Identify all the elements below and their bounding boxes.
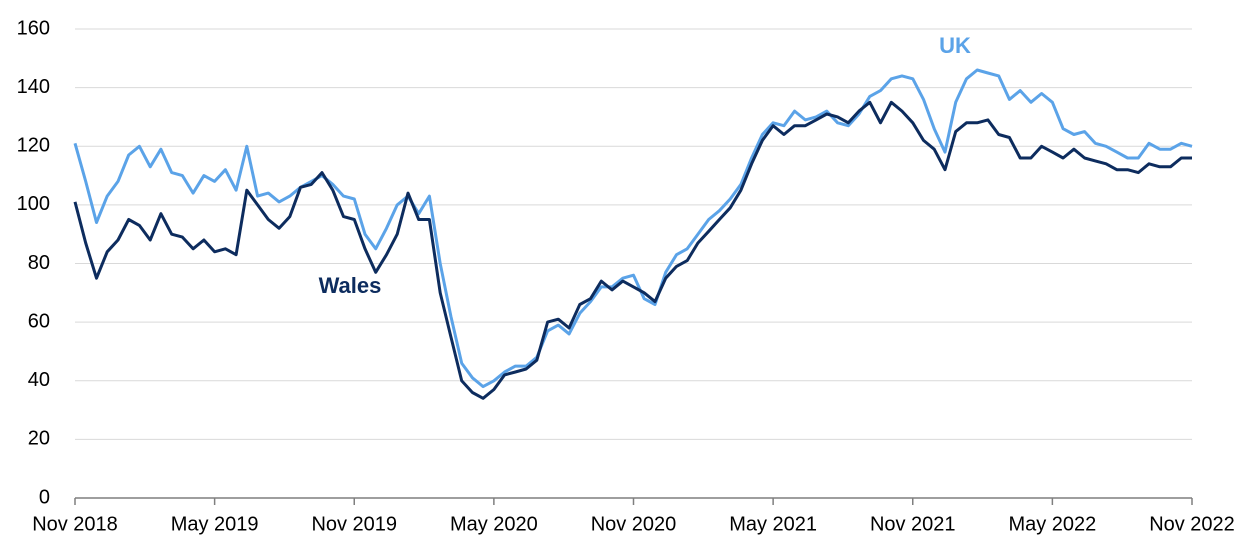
y-tick-label: 160	[17, 17, 50, 39]
x-tick-label: Nov 2018	[32, 513, 118, 535]
y-tick-label: 60	[28, 310, 50, 332]
line-0	[73, 68, 1193, 389]
x-tick-label: May 2020	[450, 513, 538, 535]
y-tick-label: 20	[28, 428, 50, 450]
y-tick-label: 0	[39, 486, 50, 508]
x-tick-label: May 2021	[729, 513, 817, 535]
y-tick-label: 40	[28, 369, 50, 391]
x-tick-label: Nov 2019	[311, 513, 397, 535]
y-tick-label: 100	[17, 193, 50, 215]
x-tick-label: May 2019	[171, 513, 259, 535]
series-label: UK	[939, 33, 971, 58]
y-tick-label: 140	[17, 76, 50, 98]
y-tick-label: 80	[28, 252, 50, 274]
x-tick-label: Nov 2020	[591, 513, 677, 535]
x-tick-label: May 2022	[1008, 513, 1096, 535]
x-tick-label: Nov 2022	[1149, 513, 1235, 535]
series-label: Wales	[319, 273, 382, 298]
line-1	[73, 100, 1192, 400]
y-tick-label: 120	[17, 135, 50, 157]
x-tick-label: Nov 2021	[870, 513, 956, 535]
